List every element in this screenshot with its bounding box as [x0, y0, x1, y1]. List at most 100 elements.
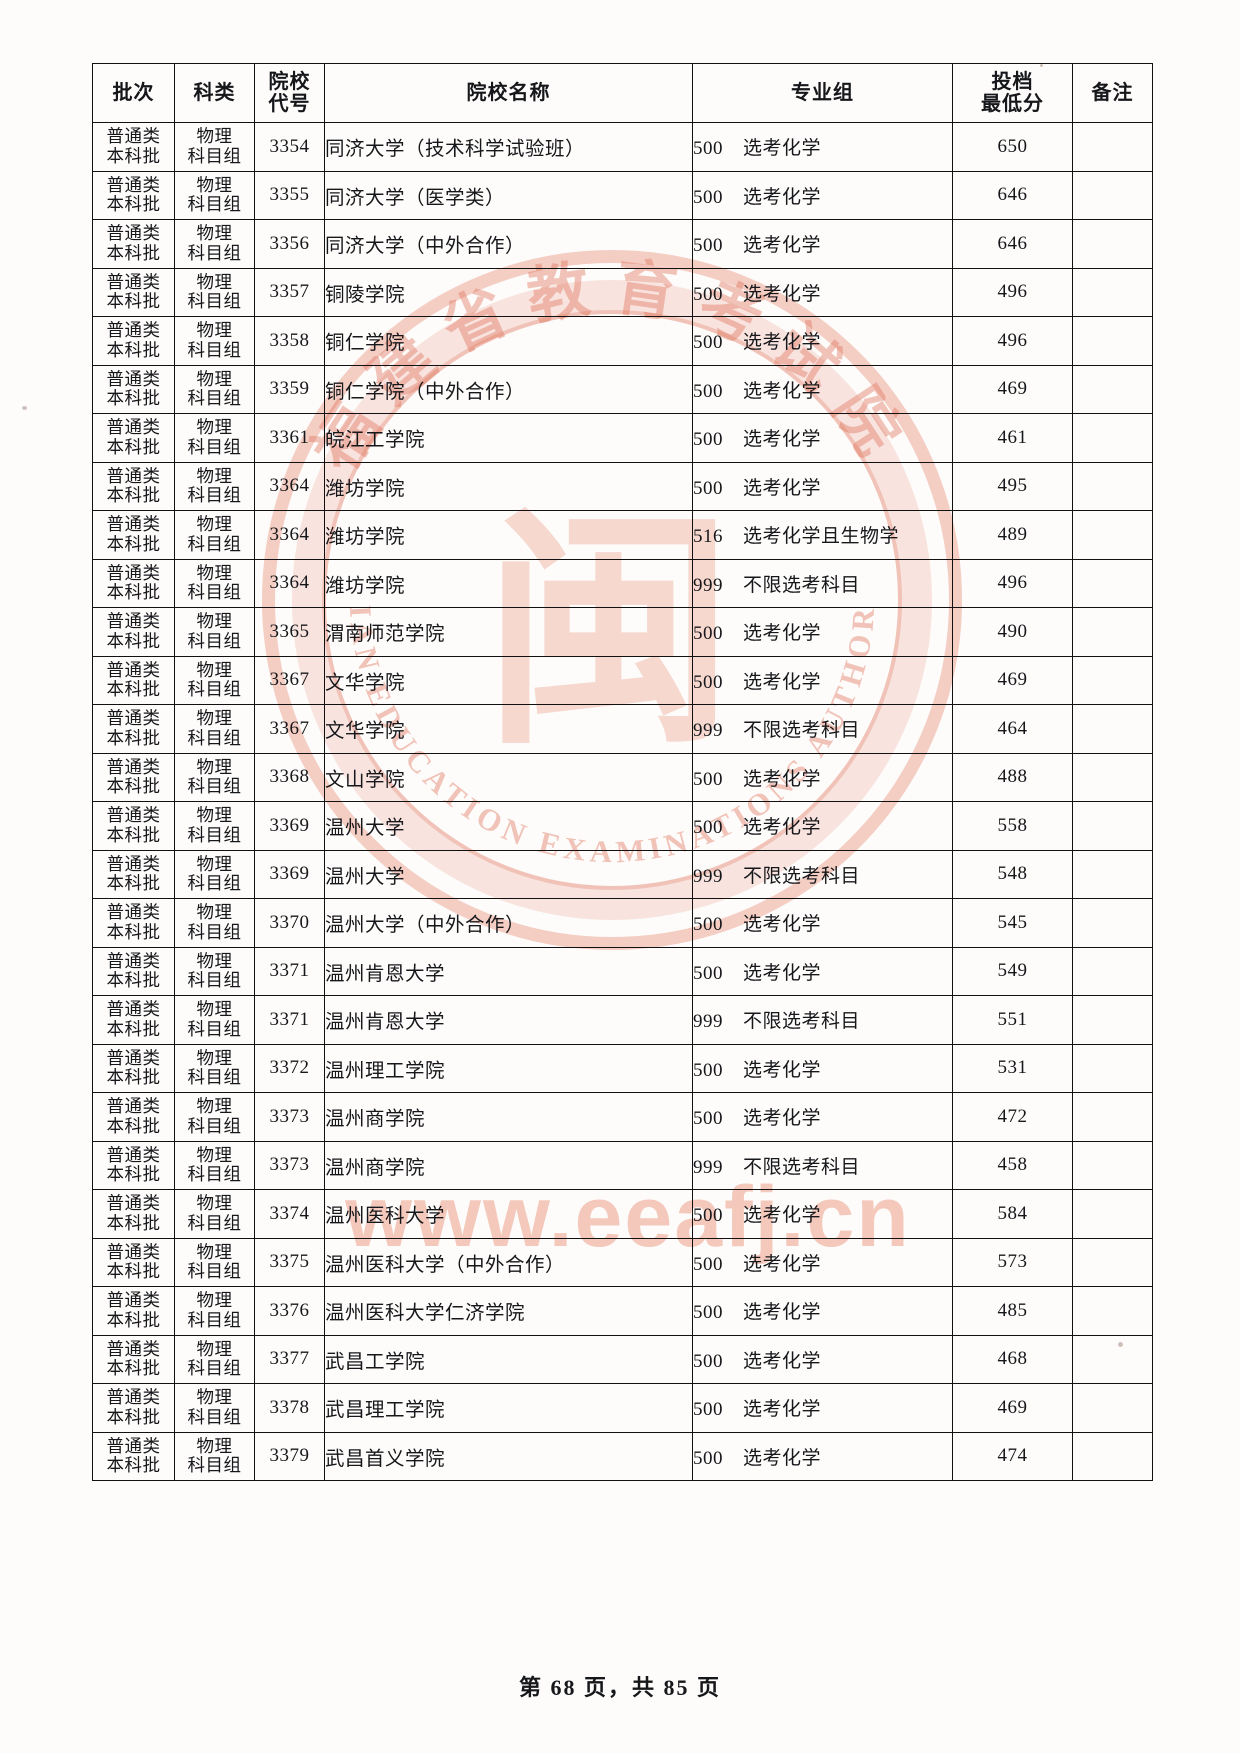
cell-batch: 普通类 本科批 [92, 1431, 175, 1481]
cell-major-group: 999 不限选考科目 [692, 704, 953, 754]
cell-kelei: 物理 科目组 [174, 1237, 255, 1287]
table-row: 普通类 本科批 物理 科目组 3371 温州肯恩大学 500 选考化学 549 [92, 946, 1153, 996]
cell-batch-line2: 本科批 [106, 873, 161, 894]
cell-batch: 普通类 本科批 [92, 655, 175, 705]
cell-school-code: 3377 [254, 1334, 325, 1384]
table-row: 普通类 本科批 物理 科目组 3359 铜仁学院（中外合作） 500 选考化学 469 [92, 364, 1153, 414]
cell-major-group-text: 选考化学 [743, 283, 822, 305]
cell-major-group-text: 选考化学 [743, 332, 822, 354]
cell-major-group-text: 选考化学 [743, 817, 822, 839]
cell-batch: 普通类 本科批 [92, 607, 175, 657]
table-row: 普通类 本科批 物理 科目组 3375 温州医科大学（中外合作） 500 选考化学 573 [92, 1237, 1153, 1287]
cell-note [1072, 946, 1153, 996]
cell-school-name: 武昌首义学院 [324, 1431, 693, 1481]
cell-kelei-line2: 科目组 [187, 727, 242, 748]
cell-school-code: 3364 [254, 558, 325, 608]
cell-note [1072, 219, 1153, 269]
cell-major-group-text: 选考化学 [743, 380, 822, 402]
cell-school-name: 温州理工学院 [324, 1043, 693, 1093]
cell-kelei-line1: 物理 [196, 902, 233, 923]
cell-kelei-line1: 物理 [196, 562, 233, 583]
cell-kelei-line2: 科目组 [187, 582, 242, 603]
cell-min-score: 496 [952, 316, 1073, 366]
cell-major-group-text: 选考化学 [743, 768, 822, 790]
cell-batch-line1: 普通类 [106, 756, 161, 777]
cell-note [1072, 461, 1153, 511]
table-row: 普通类 本科批 物理 科目组 3373 温州商学院 999 不限选考科目 458 [92, 1140, 1153, 1190]
cell-kelei-line1: 物理 [196, 659, 233, 680]
cell-note [1072, 1286, 1153, 1336]
cell-batch: 普通类 本科批 [92, 219, 175, 269]
cell-kelei-line1: 物理 [196, 1193, 233, 1214]
table-row: 普通类 本科批 物理 科目组 3356 同济大学（中外合作） 500 选考化学 646 [92, 219, 1153, 269]
cell-school-name: 武昌工学院 [324, 1334, 693, 1384]
cell-batch-line2: 本科批 [106, 776, 161, 797]
cell-major-group: 500 选考化学 [692, 1431, 953, 1481]
cell-min-score: 584 [952, 1189, 1073, 1239]
cell-major-group-text: 选考化学 [743, 671, 822, 693]
cell-min-score: 548 [952, 849, 1073, 899]
cell-school-code: 3358 [254, 316, 325, 366]
cell-kelei-line1: 物理 [196, 174, 233, 195]
cell-min-score: 646 [952, 219, 1073, 269]
cell-major-group-code: 516 [693, 526, 723, 548]
cell-kelei-line1: 物理 [196, 1096, 233, 1117]
cell-min-score: 472 [952, 1092, 1073, 1142]
cell-major-group: 500 选考化学 [692, 946, 953, 996]
cell-batch: 普通类 本科批 [92, 849, 175, 899]
cell-school-code: 3374 [254, 1189, 325, 1239]
table-row: 普通类 本科批 物理 科目组 3370 温州大学（中外合作） 500 选考化学 545 [92, 898, 1153, 948]
cell-kelei: 物理 科目组 [174, 946, 255, 996]
cell-major-group-code: 500 [693, 1350, 723, 1372]
cell-min-score: 469 [952, 1383, 1073, 1433]
cell-school-code: 3367 [254, 704, 325, 754]
cell-batch-line1: 普通类 [106, 659, 161, 680]
cell-school-name: 潍坊学院 [324, 461, 693, 511]
cell-major-group: 500 选考化学 [692, 752, 953, 802]
admission-score-table: 批次 科类 院校 代号 院校名称 专业组 投档 最低分 备注 普通类 本科批 物理科… [92, 63, 1153, 1481]
cell-kelei-line1: 物理 [196, 1338, 233, 1359]
cell-school-name: 同济大学（中外合作） [324, 219, 693, 269]
cell-school-code: 3359 [254, 364, 325, 414]
cell-batch-line2: 本科批 [106, 1067, 161, 1088]
cell-batch-line1: 普通类 [106, 320, 161, 341]
cell-note [1072, 1140, 1153, 1190]
cell-major-group-code: 500 [693, 962, 723, 984]
cell-batch-line1: 普通类 [106, 1193, 161, 1214]
cell-major-group: 999 不限选考科目 [692, 558, 953, 608]
cell-batch: 普通类 本科批 [92, 801, 175, 851]
cell-school-name: 潍坊学院 [324, 558, 693, 608]
cell-major-group: 500 选考化学 [692, 898, 953, 948]
cell-batch-line1: 普通类 [106, 271, 161, 292]
cell-major-group: 500 选考化学 [692, 267, 953, 317]
cell-batch: 普通类 本科批 [92, 898, 175, 948]
cell-batch-line1: 普通类 [106, 465, 161, 486]
cell-min-score: 573 [952, 1237, 1073, 1287]
cell-school-name: 温州肯恩大学 [324, 995, 693, 1045]
column-header-code: 院校 代号 [254, 63, 325, 123]
cell-batch-line1: 普通类 [106, 1047, 161, 1068]
cell-kelei-line1: 物理 [196, 1241, 233, 1262]
cell-major-group: 500 选考化学 [692, 1237, 953, 1287]
cell-kelei: 物理 科目组 [174, 752, 255, 802]
table-row: 普通类 本科批 物理 科目组 3372 温州理工学院 500 选考化学 531 [92, 1043, 1153, 1093]
table-row: 普通类 本科批 物理 科目组 3354 同济大学（技术科学试验班） 500 选考化学 650 [92, 122, 1153, 172]
cell-note [1072, 122, 1153, 172]
cell-kelei-line1: 物理 [196, 1047, 233, 1068]
table-row: 普通类 本科批 物理 科目组 3358 铜仁学院 500 选考化学 496 [92, 316, 1153, 366]
cell-school-name: 武昌理工学院 [324, 1383, 693, 1433]
column-header-score-line2: 最低分 [981, 93, 1044, 115]
cell-school-name: 皖江工学院 [324, 413, 693, 463]
cell-major-group-code: 500 [693, 186, 723, 208]
column-header-score-line1: 投档 [991, 70, 1034, 93]
cell-kelei-line2: 科目组 [187, 630, 242, 651]
table-header: 批次 科类 院校 代号 院校名称 专业组 投档 最低分 备注 [92, 63, 1153, 123]
cell-note [1072, 510, 1153, 560]
cell-min-score: 549 [952, 946, 1073, 996]
cell-kelei-line2: 科目组 [187, 776, 242, 797]
cell-kelei: 物理 科目组 [174, 170, 255, 220]
cell-note [1072, 413, 1153, 463]
table-row: 普通类 本科批 物理 科目组 3367 文华学院 999 不限选考科目 464 [92, 704, 1153, 754]
cell-note [1072, 1189, 1153, 1239]
cell-major-group-code: 999 [693, 1011, 723, 1033]
